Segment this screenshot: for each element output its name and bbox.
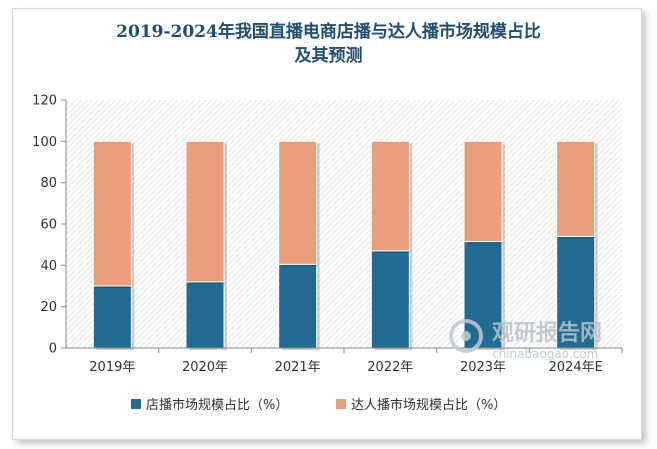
- y-tick-label: 80: [40, 176, 57, 191]
- x-tick-label: 2023年: [460, 360, 506, 375]
- x-tick-label: 2021年: [275, 360, 321, 375]
- bar-store-live: [278, 263, 318, 349]
- x-tick-label: 2024年E: [549, 360, 603, 375]
- bar-store-live: [370, 250, 410, 349]
- legend-swatch-influencer-live: [336, 399, 346, 409]
- bar-influencer-live: [278, 140, 318, 265]
- y-tick-label: 20: [40, 300, 57, 315]
- bar-influencer-live: [92, 140, 132, 287]
- legend-label-store-live: 店播市场规模占比（%）: [146, 397, 288, 413]
- x-tick-label: 2020年: [182, 360, 228, 375]
- y-tick-label: 40: [40, 259, 57, 274]
- watermark-logo-icon: [449, 319, 483, 353]
- x-tick-label: 2019年: [89, 360, 135, 375]
- y-tick-label: 0: [49, 342, 57, 357]
- watermark-logo-dot-icon: [461, 331, 471, 341]
- y-tick-label: 100: [32, 135, 57, 150]
- bar-store-live: [92, 285, 132, 349]
- chart-title: 2019-2024年我国直播电商店播与达人播市场规模占比 及其预测: [0, 20, 657, 68]
- legend-swatch-store-live: [131, 399, 141, 409]
- watermark-name: 观研报告网: [492, 321, 602, 346]
- bar-influencer-live: [463, 140, 503, 243]
- bar-influencer-live: [185, 140, 225, 283]
- bar-influencer-live: [370, 140, 410, 252]
- bar-store-live: [185, 281, 225, 349]
- legend: 店播市场规模占比（%） 达人播市场规模占比（%）: [131, 397, 506, 413]
- legend-label-influencer-live: 达人播市场规模占比（%）: [351, 397, 506, 413]
- bar-influencer-live: [556, 140, 596, 237]
- watermark-url: chinabaogao.com: [492, 347, 598, 361]
- plot-area-background: [66, 100, 622, 348]
- y-tick-label: 60: [40, 218, 57, 233]
- x-tick-label: 2022年: [367, 360, 413, 375]
- chart-title-line-2: 及其预测: [294, 46, 363, 66]
- watermark: 观研报告网 chinabaogao.com: [449, 319, 602, 361]
- chart-title-line-1: 2019-2024年我国直播电商店播与达人播市场规模占比: [116, 22, 541, 42]
- y-tick-label: 120: [32, 94, 57, 109]
